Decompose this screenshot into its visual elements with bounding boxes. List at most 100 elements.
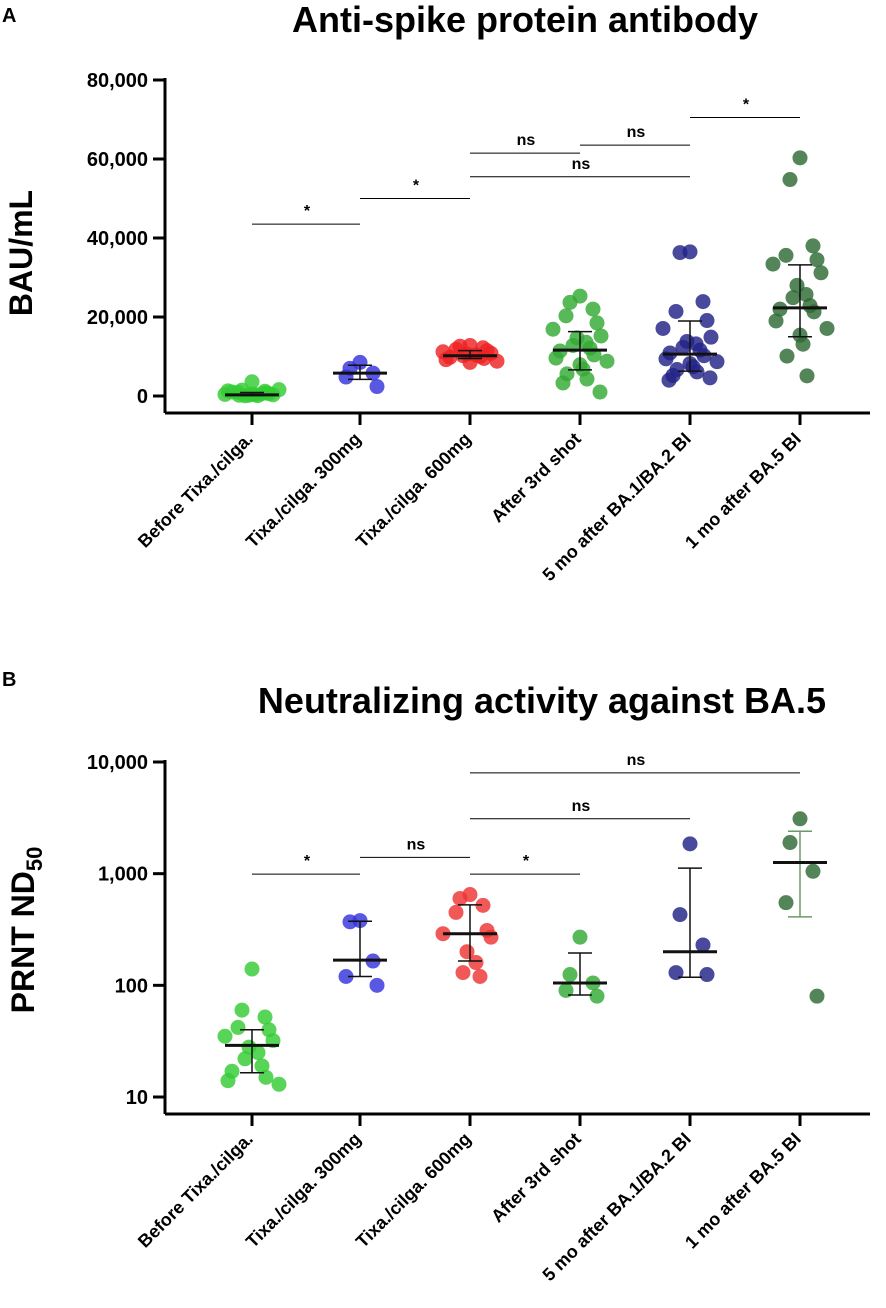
panel-a-data-point — [702, 370, 718, 386]
panel-a-data-point — [795, 336, 811, 352]
panel-a-data-point — [579, 371, 595, 387]
panel-a-data-point — [369, 379, 385, 395]
panel-b-data-point — [562, 967, 578, 983]
panel-b-data-point — [369, 977, 385, 993]
panel-b-data-point — [483, 929, 499, 945]
panel-b-x-tick-label: After 3rd shot — [487, 1129, 585, 1227]
panel-a-data-point — [689, 364, 705, 380]
panel-a-data-point — [782, 172, 798, 188]
panel-b-data-point — [699, 967, 715, 983]
panel-a-data-point — [555, 375, 571, 391]
panel-b-y-tick-label: 1,000 — [98, 864, 148, 886]
panel-b-title: Neutralizing activity against BA.5 — [258, 680, 826, 721]
panel-a-y-tick-label: 20,000 — [87, 307, 148, 329]
panel-a-x-tick-label: Tixa./cilga. 600mg — [352, 429, 475, 552]
panel-b-data-point — [220, 1073, 236, 1089]
panel-a-data-point — [545, 321, 561, 337]
panel-b-data-point — [589, 988, 605, 1004]
panel-a-data-point — [778, 247, 794, 263]
panel-b-data-point — [257, 1009, 273, 1025]
panel-a-data-point — [672, 245, 688, 261]
panel-a-data-point — [799, 368, 815, 384]
panel-b-data-point — [217, 1028, 233, 1044]
panel-a-data-point — [548, 350, 564, 366]
panel-a-data-point — [489, 353, 505, 369]
panel-a-data-point — [779, 348, 795, 364]
panel-a-data-point — [675, 339, 691, 355]
panel-a-data-point — [668, 303, 684, 319]
panel-b-x-tick-label: Before Tixa./cilga. — [134, 1129, 257, 1252]
panel-b-letter: B — [2, 669, 16, 691]
panel-b-y-axis-label: PRNT ND50 — [5, 847, 47, 1014]
panel-b-data-point — [448, 904, 464, 920]
panel-b-data-point — [668, 965, 684, 981]
panel-a-data-point — [709, 354, 725, 370]
panel-a-title: Anti-spike protein antibody — [292, 0, 758, 40]
panel-b-y-tick-label: 10 — [126, 1087, 148, 1109]
panel-b-data-point — [472, 968, 488, 984]
panel-a-significance-label: * — [743, 97, 750, 114]
panel-b-y-tick-label: 100 — [115, 975, 148, 997]
panel-a-data-point — [558, 308, 574, 324]
panel-b-data-point — [695, 937, 711, 953]
panel-a-x-tick-label: After 3rd shot — [487, 429, 585, 527]
panel-a-data-point — [696, 348, 712, 364]
panel-a-data-point — [562, 294, 578, 310]
panel-a-data-point — [768, 313, 784, 329]
panel-a-data-point — [785, 290, 801, 306]
panel-a-significance-label: ns — [572, 156, 591, 173]
panel-b-data-point — [809, 988, 825, 1004]
panel-a-y-tick-label: 80,000 — [87, 70, 148, 92]
panel-b-data-point — [271, 1076, 287, 1092]
panel-a-data-point — [599, 353, 615, 369]
panel-b-x-tick-label: Tixa./cilga. 600mg — [352, 1129, 475, 1252]
panel-b-y-axis-label-subscript: 50 — [22, 847, 47, 871]
panel-b-chart: B Neutralizing activity against BA.5 PRN… — [2, 669, 870, 1285]
panel-b-data-point — [338, 968, 354, 984]
panel-a-x-tick-label: Tixa./cilga. 300mg — [242, 429, 365, 552]
panel-a-significance-label: ns — [517, 132, 536, 149]
panel-a-significance-label: * — [304, 203, 311, 220]
panel-a-data-point — [819, 320, 835, 336]
panel-b-data-point — [782, 835, 798, 851]
panel-a-significance-label: * — [413, 178, 420, 195]
panel-b-data-point — [234, 1002, 250, 1018]
panel-a-y-tick-label: 40,000 — [87, 228, 148, 250]
panel-b-significance-label: ns — [572, 798, 591, 815]
panel-a-data-point — [695, 294, 711, 310]
panel-b-significance-label: ns — [407, 836, 426, 853]
panel-b-significance-label: * — [304, 853, 311, 870]
panel-b-data-point — [244, 961, 260, 977]
panel-a-data-point — [244, 374, 260, 390]
panel-a-x-tick-label: 1 mo after BA.5 BI — [681, 429, 805, 553]
panel-b-data-point — [230, 1019, 246, 1035]
panel-b-data-point — [455, 965, 471, 981]
panel-a-x-tick-label: Before Tixa./cilga. — [134, 429, 257, 552]
panel-b-data-point — [258, 1069, 274, 1085]
panel-b-data-point — [558, 982, 574, 998]
panel-b-data-point — [572, 929, 588, 945]
panel-a-data-point — [813, 265, 829, 281]
panel-a-data-point — [655, 320, 671, 336]
panel-a-data-point — [809, 252, 825, 268]
panel-a-data-point — [765, 256, 781, 272]
panel-b-significance-label: ns — [627, 752, 646, 769]
panel-a-chart: A Anti-spike protein antibody BAU/mL 0 20… — [2, 0, 870, 585]
panel-b-data-point — [452, 890, 468, 906]
panel-b-data-point — [805, 863, 821, 879]
panel-b-x-tick-label: Tixa./cilga. 300mg — [242, 1129, 365, 1252]
panel-a-data-point — [699, 313, 715, 329]
panel-a-data-point — [792, 150, 808, 166]
panel-a-data-point — [592, 384, 608, 400]
panel-b-y-axis-label-main: PRNT ND — [5, 871, 41, 1013]
panel-b-data-point — [792, 811, 808, 827]
panel-b-data-point — [254, 1058, 270, 1074]
panel-a-data-point — [585, 301, 601, 317]
panel-a-data-point — [661, 372, 677, 388]
panel-b-data-point — [778, 895, 794, 911]
panel-a-y-tick-label: 0 — [137, 386, 148, 408]
panel-a-data-point — [593, 328, 609, 344]
panel-b-data-point — [250, 1045, 266, 1061]
panel-b-data-point — [237, 1051, 253, 1067]
